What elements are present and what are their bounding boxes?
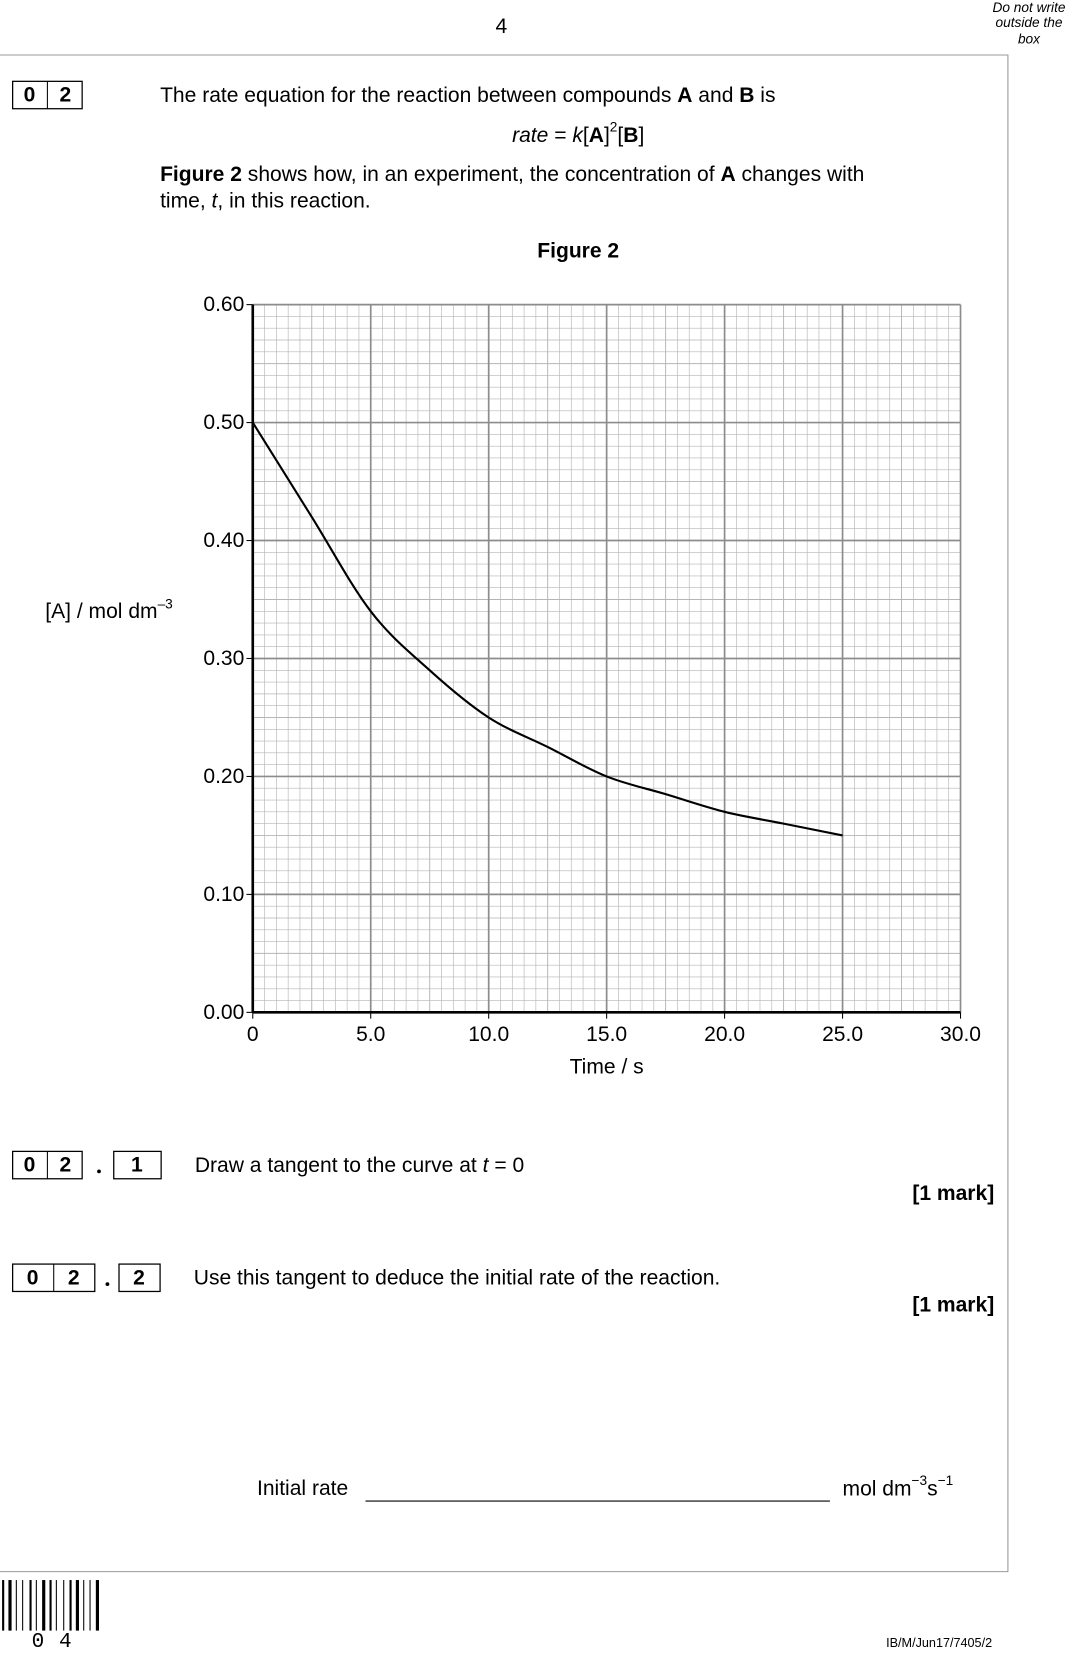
plot: 0 5.0 10.0 15.0 20.0 25.0 30.0 0.00 0.10 0.20 0.30… (203, 293, 981, 1046)
chart-title: Figure 2 (537, 239, 619, 262)
barcode-bar (49, 1580, 52, 1631)
answer-unit: mol dm−3s−1 (843, 1472, 954, 1499)
barcode-bar (8, 1580, 12, 1631)
part-digit: 0 (24, 1154, 36, 1177)
x-tick-label: 30.0 (940, 1023, 981, 1046)
answer-label: Initial rate (257, 1477, 348, 1500)
part-box (118, 1263, 161, 1293)
question-digit: 2 (59, 84, 71, 107)
margin-note: outside the (995, 15, 1062, 30)
part-dot (97, 1169, 101, 1174)
barcode-bar (15, 1580, 17, 1631)
x-tick-label: 0 (247, 1023, 259, 1046)
part-sub: 2 (133, 1266, 145, 1289)
footer-reference: IB/M/Jun17/7405/2 (886, 1636, 992, 1650)
barcode-bar (35, 1580, 37, 1631)
page-number: 4 (495, 15, 507, 38)
x-tick-label: 20.0 (704, 1023, 745, 1046)
part-digit: 2 (68, 1266, 80, 1289)
rate-equation: rate = k[A]2[B] (512, 119, 644, 146)
y-tick-label: 0.00 (203, 1001, 244, 1024)
margin-note: Do not write (992, 0, 1065, 15)
answer-frame (0, 54, 1009, 1573)
y-tick-label: 0.40 (203, 529, 244, 552)
y-tick-label: 0.30 (203, 647, 244, 670)
intro-text: The rate equation for the reaction betwe… (160, 84, 775, 107)
x-tick-label: 5.0 (356, 1023, 385, 1046)
question-digit: 0 (24, 84, 36, 107)
part-digit: 0 (27, 1266, 39, 1289)
margin-note: box (1018, 32, 1041, 47)
barcode-bar (69, 1580, 72, 1631)
x-tick-label: 25.0 (822, 1023, 863, 1046)
figure-text: time, t, in this reaction. (160, 189, 371, 212)
figure-text: Figure 2 shows how, in an experiment, th… (160, 163, 864, 186)
x-tick-label: 10.0 (468, 1023, 509, 1046)
barcode-bar (95, 1580, 100, 1631)
barcode-bar (29, 1580, 32, 1631)
y-tick-label: 0.20 (203, 765, 244, 788)
barcode-digit: 0 (32, 1630, 45, 1654)
barcode (2, 1580, 100, 1631)
barcode-bar (2, 1580, 5, 1631)
part-text: Draw a tangent to the curve at t = 0 (195, 1154, 524, 1177)
barcode-bar (55, 1580, 57, 1631)
part-digit: 2 (59, 1154, 71, 1177)
barcode-bar (63, 1580, 65, 1631)
barcode-bar (42, 1580, 46, 1631)
data-curve (251, 422, 843, 837)
y-axis-label: [A] / mol dm–3 (45, 596, 173, 622)
barcode-bar (83, 1580, 85, 1631)
part-dot (105, 1282, 110, 1286)
x-axis-label: Time / s (570, 1056, 644, 1079)
part-text: Use this tangent to deduce the initial r… (194, 1266, 721, 1289)
part-marks: [1 mark] (912, 1182, 994, 1205)
barcode-bar (22, 1580, 24, 1631)
barcode-bar (89, 1580, 91, 1631)
y-tick-label: 0.10 (203, 883, 244, 906)
part-sub: 1 (131, 1154, 143, 1177)
part-marks: [1 mark] (912, 1294, 994, 1317)
x-tick-label: 15.0 (586, 1023, 627, 1046)
y-tick-label: 0.50 (203, 411, 244, 434)
barcode-bar (75, 1580, 79, 1631)
y-tick-label: 0.60 (203, 293, 244, 316)
part-box (113, 1150, 162, 1180)
barcode-digit: 4 (59, 1630, 72, 1654)
